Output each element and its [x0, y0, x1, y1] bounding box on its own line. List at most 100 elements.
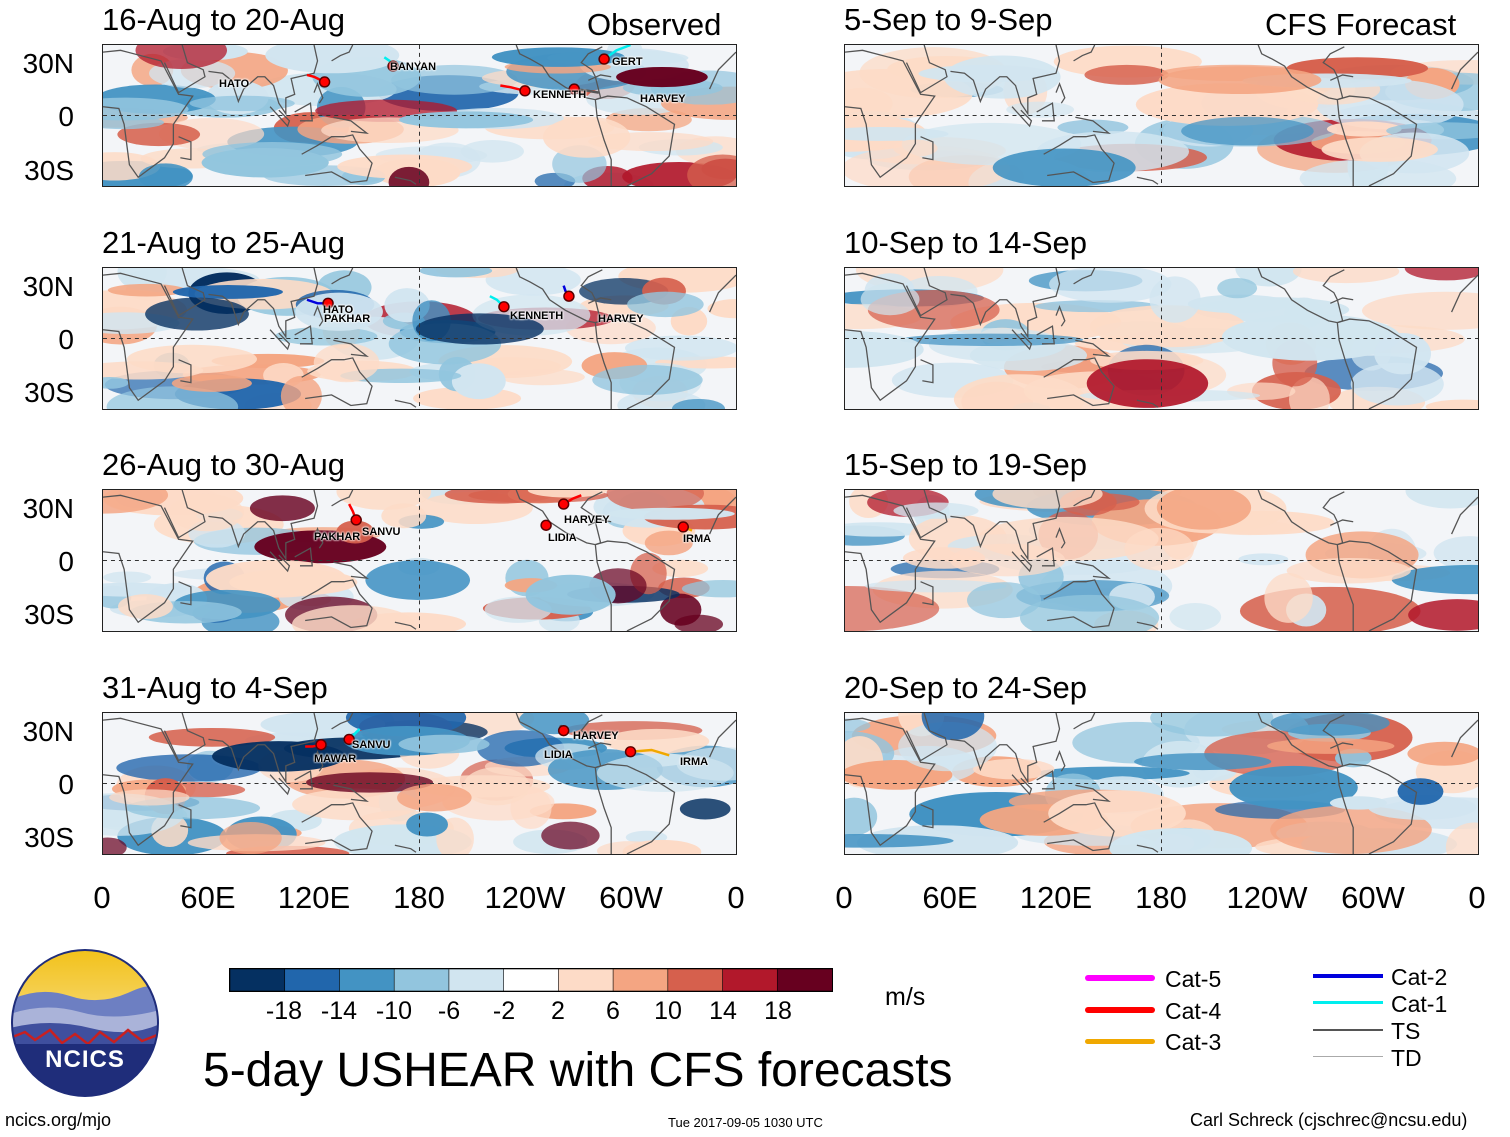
lon-label-fcst-120e: 120E	[1019, 880, 1093, 915]
legend-label-ts: TS	[1391, 1018, 1421, 1044]
colorbar-tick: 10	[654, 997, 682, 1025]
westerly-shear-contour	[103, 837, 127, 854]
easterly-shear-contour	[596, 753, 734, 792]
easterly-shear-contour	[398, 734, 490, 754]
coastline	[594, 767, 612, 854]
easterly-shear-contour	[681, 580, 736, 598]
coastline	[1257, 713, 1345, 769]
easterly-shear-contour	[845, 718, 871, 733]
easterly-shear-contour	[1169, 602, 1222, 631]
colorbar-tick: -6	[437, 997, 461, 1025]
easterly-shear-contour	[1368, 794, 1477, 820]
coastline	[595, 763, 676, 854]
westerly-shear-contour	[381, 503, 427, 529]
legend-label-cat1: Cat-1	[1391, 991, 1448, 1017]
easterly-shear-contour	[1350, 362, 1444, 406]
coastline	[515, 490, 603, 546]
easterly-shear-contour	[103, 582, 187, 597]
easterly-shear-contour	[518, 713, 590, 735]
coastline	[1257, 268, 1345, 324]
colorbar-tick: 6	[606, 997, 620, 1025]
storm-label: HARVEY	[598, 313, 644, 325]
westerly-shear-contour	[1326, 121, 1402, 137]
easterly-shear-contour	[485, 268, 581, 296]
colorbar-bin	[503, 968, 560, 992]
legend-label-cat4: Cat-4	[1165, 998, 1222, 1024]
coastline	[1075, 116, 1111, 135]
colorbar-bin	[229, 968, 286, 992]
colorbar-bins	[229, 968, 833, 992]
westerly-shear-contour	[1053, 45, 1202, 78]
storm-label: IRMA	[680, 756, 709, 768]
lon-label-fcst-0b: 0	[1468, 880, 1486, 915]
coastline	[1330, 742, 1354, 749]
coastline	[178, 359, 192, 384]
shear-field	[845, 713, 1478, 854]
coastline	[313, 526, 324, 549]
colorbar-bin	[558, 968, 614, 992]
coastline	[595, 540, 676, 631]
colorbar-bin	[776, 968, 833, 992]
storm-label: PAKHAR	[314, 531, 361, 543]
shear-field	[845, 268, 1478, 409]
westerly-shear-contour	[659, 593, 702, 626]
coastline	[294, 770, 313, 790]
coastline	[1330, 519, 1354, 526]
coastline	[1055, 81, 1066, 104]
westerly-shear-contour	[168, 493, 244, 532]
coastline	[178, 581, 192, 606]
coastline	[1011, 329, 1033, 351]
footer-url[interactable]: ncics.org/mjo	[5, 1110, 112, 1130]
easterly-shear-contour	[1187, 294, 1291, 314]
easterly-shear-contour	[967, 582, 1042, 619]
lat-label-30s-row4: 30S	[24, 822, 74, 853]
coastline	[588, 519, 612, 526]
lon-label-obs-0: 0	[93, 880, 111, 915]
storm-label: KENNETH	[510, 310, 564, 322]
westerly-shear-contour	[109, 789, 190, 806]
lat-label-30s-row2: 30S	[24, 377, 74, 408]
westerly-shear-contour	[336, 520, 375, 544]
coastline	[1043, 357, 1115, 407]
coastline	[1257, 45, 1345, 101]
hurricane-icon	[557, 724, 570, 737]
storm-label: MAWAR	[314, 753, 357, 765]
colorbar-tick: 2	[551, 997, 565, 1025]
coastline	[1450, 51, 1478, 90]
easterly-shear-contour	[992, 148, 1136, 186]
coastline	[1043, 579, 1115, 629]
coastline	[905, 268, 948, 317]
coastline	[1055, 526, 1066, 549]
westerly-shear-contour	[1361, 291, 1478, 330]
lat-label-30n-row1: 30N	[22, 48, 74, 79]
easterly-shear-contour	[1405, 490, 1478, 509]
westerly-shear-contour	[107, 283, 186, 297]
westerly-shear-contour	[1089, 305, 1246, 348]
westerly-shear-contour	[1404, 268, 1478, 281]
coastline	[1036, 102, 1055, 122]
coastline	[103, 49, 194, 179]
hurricane-icon	[563, 290, 575, 302]
westerly-shear-contour	[644, 530, 693, 556]
coastline	[163, 713, 206, 762]
westerly-shear-contour	[707, 299, 736, 319]
easterly-shear-contour	[1270, 713, 1390, 736]
panel-title-obs-3: 26-Aug to 30-Aug	[102, 447, 346, 482]
coastline	[1073, 268, 1096, 285]
colorbar-tick: -2	[492, 997, 516, 1025]
coastline	[588, 742, 612, 749]
westerly-shear-contour	[463, 767, 530, 806]
coastline	[269, 329, 291, 351]
coastline	[1075, 339, 1111, 358]
easterly-shear-contour	[460, 139, 524, 163]
coastline	[1073, 713, 1096, 730]
coastline	[905, 45, 948, 94]
easterly-shear-contour	[1221, 314, 1401, 361]
storm-label: LIDIA	[544, 749, 573, 761]
shear-field	[103, 713, 736, 854]
coastline	[595, 95, 676, 186]
coastline	[845, 494, 936, 624]
coastline	[1011, 551, 1033, 573]
legend-swatch-cat3	[1085, 1039, 1155, 1044]
westerly-shear-contour	[603, 728, 710, 754]
